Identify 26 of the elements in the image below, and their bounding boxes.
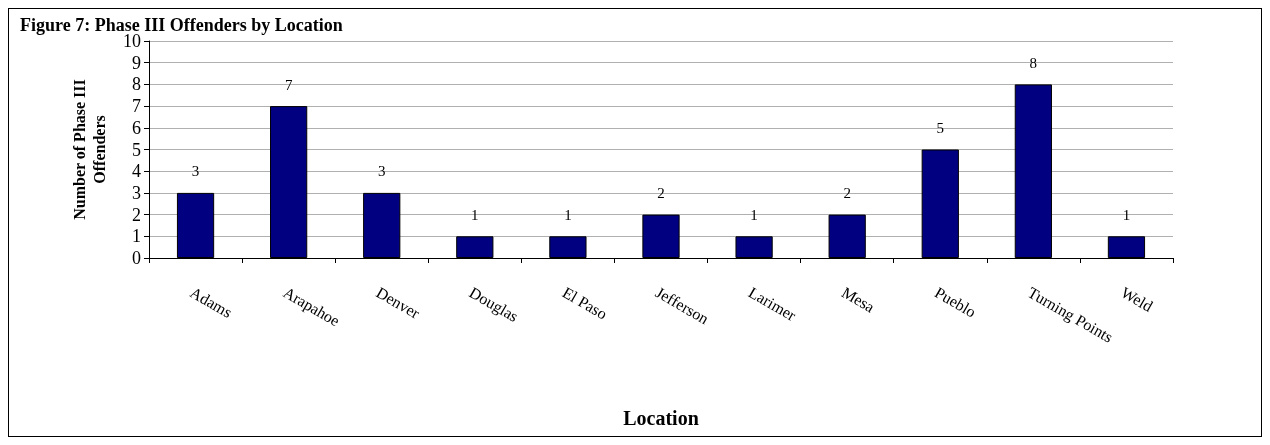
x-tick-label: Weld [1118, 283, 1156, 315]
y-tick-label: 2 [132, 204, 141, 225]
y-tick-label: 5 [132, 139, 141, 160]
data-label: 3 [191, 163, 200, 180]
x-tick-label: El Paso [559, 283, 611, 323]
y-tick-label: 0 [132, 248, 141, 268]
y-tick-label: 8 [132, 74, 141, 95]
data-label: 8 [1029, 54, 1038, 71]
data-label: 1 [1122, 206, 1131, 223]
data-label: 1 [471, 206, 479, 223]
data-label: 2 [843, 185, 851, 202]
data-label: 1 [750, 206, 758, 223]
data-label: 5 [936, 120, 945, 136]
y-tick-label: 7 [132, 96, 141, 117]
y-tick-label: 6 [132, 117, 141, 138]
y-axis-title: Number of Phase III Offenders [70, 79, 108, 220]
data-label: 2 [657, 185, 665, 202]
x-tick-label: Mesa [838, 283, 878, 316]
y-tick-label: 1 [132, 226, 141, 247]
y-tick-label: 4 [132, 161, 141, 182]
y-tick-label: 3 [132, 182, 141, 203]
data-label: 1 [564, 206, 572, 223]
data-label: 7 [284, 76, 293, 93]
x-axis-title: Location [623, 407, 699, 429]
y-tick-label: 9 [132, 52, 141, 73]
data-label: 3 [377, 163, 386, 180]
